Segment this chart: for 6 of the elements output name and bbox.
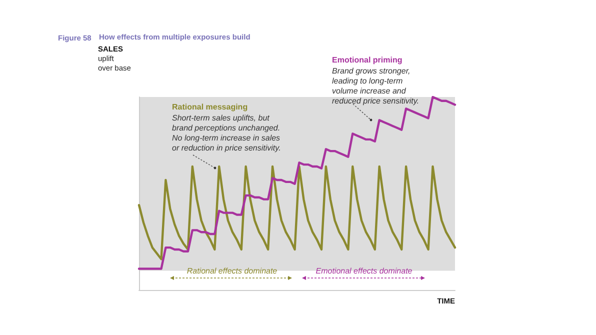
annotation: Rational messaging xyxy=(172,102,248,112)
annotation: Emotional effects dominate xyxy=(316,266,413,276)
text: Emotional priming xyxy=(332,56,402,64)
annotation: Brand grows stronger, leading to long-term volume increase and reduced price sensitivity. xyxy=(332,66,419,106)
annotation: Rational effects dominate xyxy=(186,266,278,276)
annotation: Short-term sales uplifts, but brand perceptions unchanged. No long-term increase in sales or reduction in price sensitivity. xyxy=(172,114,281,152)
